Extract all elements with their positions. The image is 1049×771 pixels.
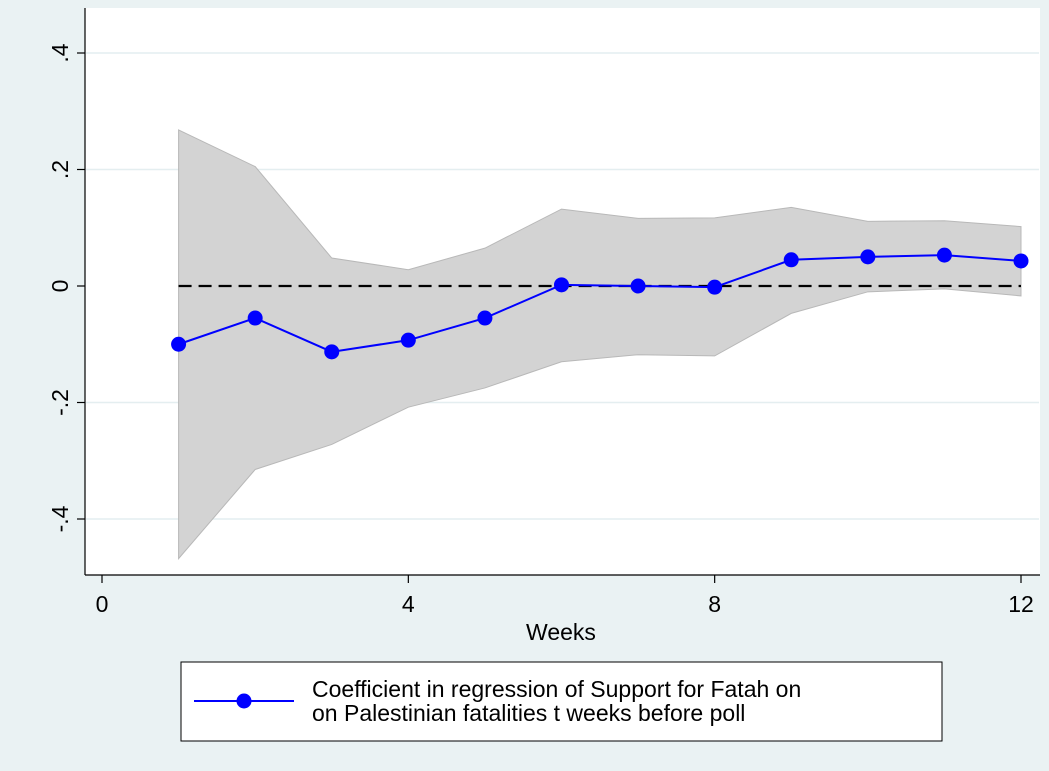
- legend-label-line2: on Palestinian fatalities t weeks before…: [312, 700, 745, 726]
- data-point-week-11: [936, 247, 952, 263]
- y-ticks: -.4 -.2 0 .2 .4: [47, 43, 85, 532]
- y-tick-label-0: -.4: [47, 505, 73, 532]
- y-tick-label-2: 0: [47, 280, 73, 293]
- x-tick-label-0: 0: [96, 591, 109, 617]
- data-point-week-2: [247, 310, 263, 326]
- coefficient-points: [171, 247, 1029, 360]
- coefficient-line: [178, 254, 1022, 353]
- data-point-week-10: [860, 249, 876, 265]
- legend-box: [180, 661, 943, 742]
- data-point-week-1: [171, 336, 187, 352]
- confidence-band: [178, 129, 1022, 560]
- legend-label-line1: Coefficient in regression of Support for…: [312, 676, 801, 702]
- y-tick-label-4: .4: [47, 43, 73, 62]
- x-tick-label-3: 12: [1008, 591, 1034, 617]
- data-point-week-9: [783, 252, 799, 268]
- x-ticks: 0 4 8 12: [96, 575, 1034, 617]
- x-tick-label-2: 8: [708, 591, 721, 617]
- x-axis-title: Weeks: [526, 619, 596, 645]
- data-point-week-7: [630, 278, 646, 294]
- data-point-week-8: [707, 279, 723, 295]
- legend-marker-swatch: [236, 693, 252, 709]
- data-point-week-4: [400, 332, 416, 348]
- data-point-week-12: [1013, 253, 1029, 269]
- y-tick-label-3: .2: [47, 160, 73, 179]
- x-tick-label-1: 4: [402, 591, 415, 617]
- data-point-week-3: [324, 344, 340, 360]
- axes: [84, 8, 1040, 576]
- data-point-week-6: [554, 277, 569, 293]
- legend: Coefficient in regression of Support for…: [180, 661, 943, 742]
- data-point-week-5: [477, 310, 493, 326]
- y-tick-label-1: -.2: [47, 389, 73, 416]
